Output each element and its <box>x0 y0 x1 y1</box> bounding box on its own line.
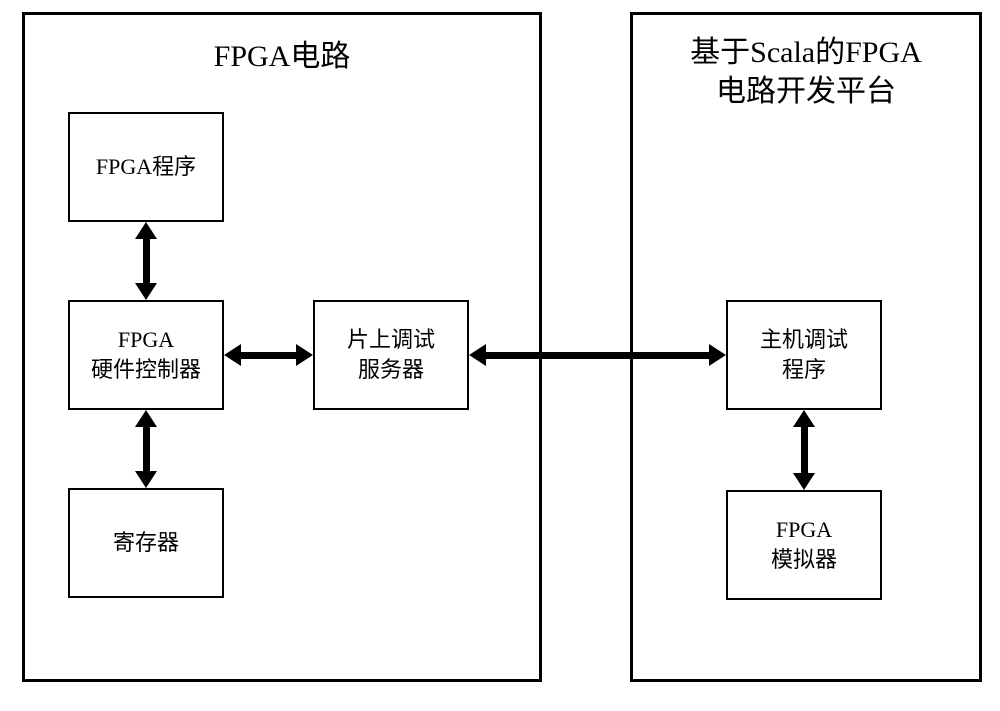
onchip-debug-label1: 片上调试 <box>347 327 435 352</box>
arrow-head-icon <box>709 344 726 366</box>
fpga-simulator-label1: FPGA <box>776 517 832 542</box>
host-debug-program-box: 主机调试 程序 <box>726 300 882 410</box>
arrow-head-icon <box>296 344 313 366</box>
right-panel-title-line1: 基于Scala的FPGA <box>690 36 922 69</box>
registers-box: 寄存器 <box>68 488 224 598</box>
host-debug-label1: 主机调试 <box>760 327 848 352</box>
arrow-head-icon <box>793 473 815 490</box>
arrow-head-icon <box>224 344 241 366</box>
arrow-head-icon <box>135 283 157 300</box>
arrow-head-icon <box>135 410 157 427</box>
arrow-line <box>143 239 150 283</box>
fpga-simulator-box: FPGA 模拟器 <box>726 490 882 600</box>
arrow-head-icon <box>793 410 815 427</box>
right-panel-title: 基于Scala的FPGA 电路开发平台 <box>633 33 979 111</box>
fpga-hw-controller-box: FPGA 硬件控制器 <box>68 300 224 410</box>
fpga-hw-controller-label2: 硬件控制器 <box>91 357 201 382</box>
host-debug-label2: 程序 <box>782 357 826 382</box>
right-panel-title-line2: 电路开发平台 <box>716 75 896 108</box>
fpga-program-box: FPGA程序 <box>68 112 224 222</box>
arrow-head-icon <box>469 344 486 366</box>
fpga-program-label: FPGA程序 <box>96 152 196 182</box>
fpga-simulator-label2: 模拟器 <box>771 547 837 572</box>
onchip-debug-server-box: 片上调试 服务器 <box>313 300 469 410</box>
registers-label: 寄存器 <box>113 528 179 558</box>
arrow-head-icon <box>135 222 157 239</box>
left-panel-title: FPGA电路 <box>25 37 539 76</box>
arrow-line <box>143 427 150 471</box>
arrow-head-icon <box>135 471 157 488</box>
fpga-hw-controller-label1: FPGA <box>118 327 174 352</box>
arrow-line <box>486 352 709 359</box>
arrow-line <box>241 352 296 359</box>
arrow-line <box>801 427 808 473</box>
onchip-debug-label2: 服务器 <box>358 357 424 382</box>
